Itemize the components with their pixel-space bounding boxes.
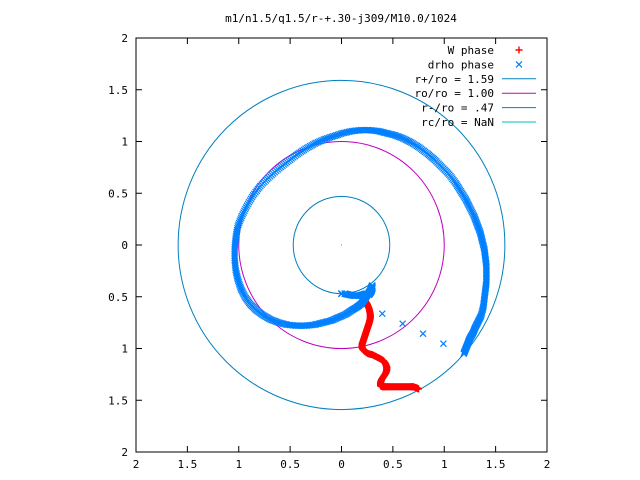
legend-label: r+/ro = 1.59 [415, 73, 494, 86]
x-tick-label: 2 [544, 458, 551, 471]
x-tick-label: 1.5 [177, 458, 197, 471]
x-tick-label: 0 [338, 458, 345, 471]
x-tick-label: 1.5 [486, 458, 506, 471]
legend-entry: r+/ro = 1.59 [415, 73, 536, 86]
y-tick-label: 0 [121, 239, 128, 252]
y-tick-label: 2 [121, 446, 128, 459]
data-point [415, 385, 423, 393]
legend-entry: drho phase [428, 58, 523, 71]
data-point [242, 203, 250, 211]
legend-entry: rc/ro = NaN [421, 116, 536, 129]
data-point [378, 310, 386, 318]
data-point [240, 209, 247, 216]
data-point [241, 205, 249, 213]
legend-entry: ro/ro = 1.00 [415, 87, 536, 100]
legend-plus-marker [515, 46, 523, 54]
y-tick-label: 1.5 [108, 84, 128, 97]
circle-r-ro [177, 79, 506, 411]
legend-label: ro/ro = 1.00 [415, 87, 494, 100]
axis-ticks: 2 1.5 1 0.5 0 0.5 1 1.5 221.510.500.511.52 [108, 32, 550, 471]
y-tick-label: 2 [121, 32, 128, 45]
data-point [439, 340, 447, 348]
origin-dot [341, 244, 342, 246]
y-tick-label: 1.5 [108, 394, 128, 407]
chart-title: m1/n1.5/q1.5/r-+.30-j309/M10.0/1024 [225, 12, 457, 25]
x-tick-label: 0.5 [383, 458, 403, 471]
data-point [399, 320, 407, 328]
data-point [239, 210, 247, 218]
plot-area [177, 79, 506, 411]
data-point [419, 330, 427, 338]
x-tick-label: 1 [441, 458, 448, 471]
circle-ro-ro [238, 141, 445, 349]
series-w-phase [358, 291, 423, 393]
x-tick-label: 1 [235, 458, 242, 471]
legend-cross-marker [515, 60, 523, 68]
legend-label: r-/ro = .47 [421, 102, 494, 115]
data-point [341, 290, 349, 298]
x-tick-label: 0.5 [280, 458, 300, 471]
x-tick-label: 2 [133, 458, 140, 471]
legend-entry: r-/ro = .47 [421, 102, 536, 115]
y-tick-label: 1 [121, 136, 128, 149]
series-drho-phase [231, 126, 490, 358]
legend-label: rc/ro = NaN [421, 116, 494, 129]
data-point [240, 207, 248, 215]
legend-label: drho phase [428, 58, 494, 71]
data-point [243, 202, 251, 210]
legend-label: W phase [448, 44, 494, 57]
y-tick-label: 1 [121, 343, 128, 356]
y-tick-label: 0.5 [108, 187, 128, 200]
y-tick-label: 0.5 [108, 291, 128, 304]
legend-entry: W phase [448, 44, 523, 57]
